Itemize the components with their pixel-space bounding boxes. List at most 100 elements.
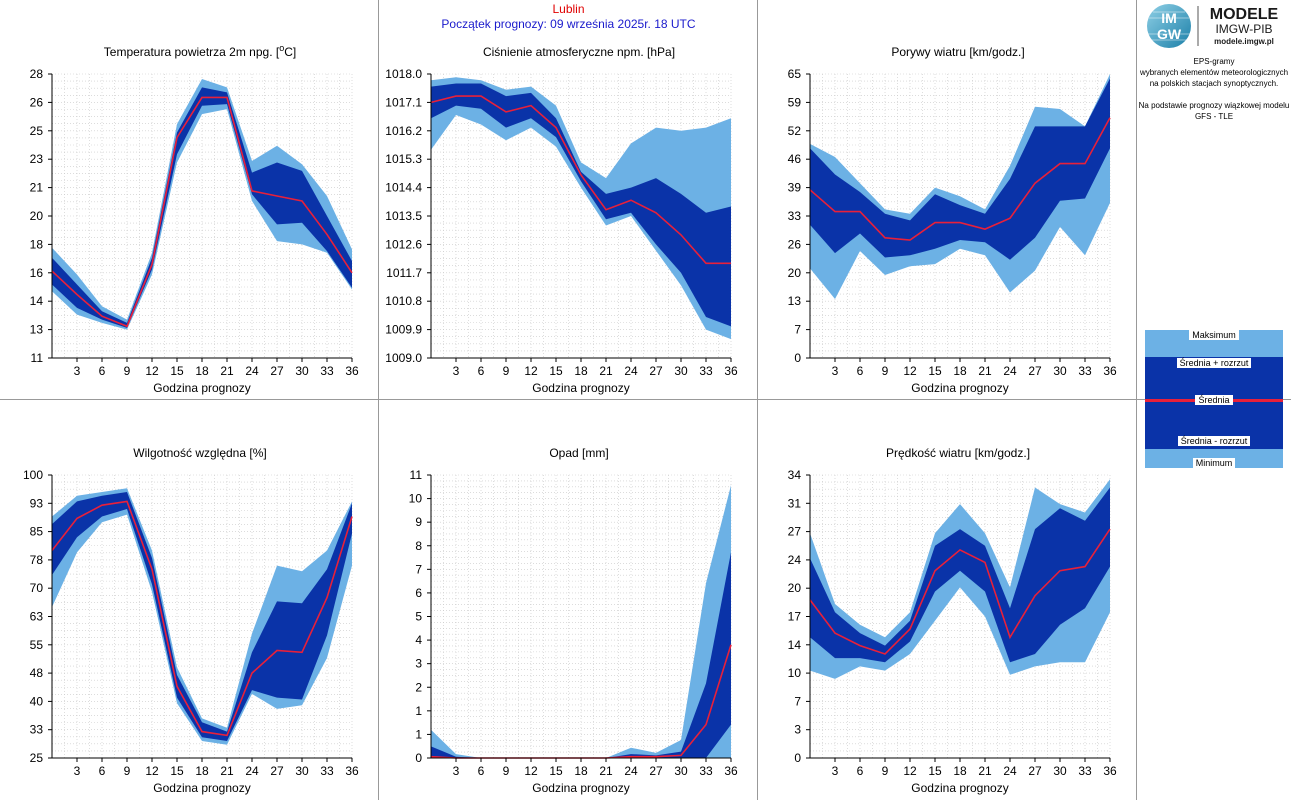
pressure-x-axis-label: Godzina prognozy bbox=[532, 381, 629, 395]
description-line-2: wybranych elementów meteorologicznych bbox=[1139, 68, 1289, 77]
temperature-x-tick-label: 15 bbox=[170, 364, 184, 378]
wind-gusts-y-tick-label: 7 bbox=[794, 323, 801, 337]
wind-speed-y-tick-label: 20 bbox=[788, 581, 802, 595]
wind-gusts-chart-title: Porywy wiatru [km/godz.] bbox=[891, 45, 1024, 59]
wind-speed-y-tick-label: 27 bbox=[788, 525, 802, 539]
precipitation-x-tick-label: 30 bbox=[674, 764, 688, 778]
precipitation-y-tick-label: 2 bbox=[415, 680, 422, 694]
wind-gusts-y-tick-label: 33 bbox=[788, 209, 802, 223]
humidity-x-tick-label: 21 bbox=[220, 764, 234, 778]
wind-speed-x-tick-label: 24 bbox=[1003, 764, 1017, 778]
wind-gusts-x-tick-label: 9 bbox=[882, 364, 889, 378]
pressure-y-tick-label: 1014.4 bbox=[385, 181, 422, 195]
description-line-3: na polskich stacjach synoptycznych. bbox=[1149, 79, 1279, 88]
wind-gusts-y-tick-label: 0 bbox=[794, 351, 801, 365]
pressure-y-tick-label: 1010.8 bbox=[385, 294, 422, 308]
wind-gusts-x-tick-label: 33 bbox=[1078, 364, 1092, 378]
temperature-x-tick-label: 36 bbox=[345, 364, 359, 378]
pressure-x-tick-label: 30 bbox=[674, 364, 688, 378]
wind-speed-chart-title: Prędkość wiatru [km/godz.] bbox=[886, 446, 1030, 460]
temperature-y-tick-label: 11 bbox=[31, 351, 44, 365]
wind-speed-x-axis-label: Godzina prognozy bbox=[911, 781, 1008, 795]
pressure-x-tick-label: 15 bbox=[549, 364, 563, 378]
precipitation-y-tick-label: 6 bbox=[415, 586, 422, 600]
wind-speed-y-tick-label: 24 bbox=[788, 553, 802, 567]
wind-gusts-x-axis-label: Godzina prognozy bbox=[911, 381, 1008, 395]
temperature-y-tick-label: 25 bbox=[30, 124, 44, 138]
precipitation-y-tick-label: 11 bbox=[410, 468, 423, 482]
pressure-x-tick-label: 9 bbox=[503, 364, 510, 378]
legend-label-mean-minus: Średnia - rozrzut bbox=[1177, 436, 1251, 446]
wind-gusts-spread-band bbox=[810, 78, 1110, 260]
wind-speed-y-tick-label: 14 bbox=[788, 638, 802, 652]
humidity-x-tick-label: 27 bbox=[270, 764, 284, 778]
temperature-y-tick-label: 14 bbox=[30, 294, 44, 308]
temperature-y-tick-label: 18 bbox=[30, 237, 44, 251]
divider-horizontal bbox=[0, 399, 1291, 400]
humidity-x-tick-label: 36 bbox=[345, 764, 359, 778]
temperature-y-tick-label: 16 bbox=[30, 266, 44, 280]
temperature-x-tick-label: 12 bbox=[145, 364, 159, 378]
forecast-start: Początek prognozy: 09 września 2025r. 18… bbox=[441, 17, 696, 31]
precipitation-y-tick-label: 10 bbox=[409, 492, 423, 506]
wind-speed-x-tick-label: 9 bbox=[882, 764, 889, 778]
precipitation-x-axis-label: Godzina prognozy bbox=[532, 781, 629, 795]
pressure-spread-band bbox=[431, 83, 731, 327]
humidity-x-tick-label: 6 bbox=[99, 764, 106, 778]
divider-vertical-2 bbox=[757, 0, 758, 800]
wind-speed-x-tick-label: 3 bbox=[832, 764, 839, 778]
precipitation-x-tick-label: 24 bbox=[624, 764, 638, 778]
pressure-y-tick-label: 1009.0 bbox=[385, 351, 422, 365]
pressure-x-tick-label: 24 bbox=[624, 364, 638, 378]
wind-gusts-x-tick-label: 21 bbox=[978, 364, 992, 378]
humidity-x-tick-label: 12 bbox=[145, 764, 159, 778]
wind-speed-x-tick-label: 6 bbox=[857, 764, 864, 778]
station-name: Lublin bbox=[552, 2, 585, 16]
legend-label-mean: Średnia bbox=[1195, 395, 1233, 405]
pressure-y-tick-label: 1013.5 bbox=[385, 209, 422, 223]
wind-speed-y-tick-label: 10 bbox=[788, 666, 802, 680]
precipitation-x-tick-label: 18 bbox=[574, 764, 588, 778]
temperature-y-tick-label: 28 bbox=[30, 67, 44, 81]
temperature-y-tick-label: 26 bbox=[30, 95, 44, 109]
wind-gusts-x-tick-label: 36 bbox=[1103, 364, 1117, 378]
precipitation-x-tick-label: 33 bbox=[699, 764, 713, 778]
temperature-x-tick-label: 30 bbox=[295, 364, 309, 378]
wind-speed-y-tick-label: 7 bbox=[794, 694, 801, 708]
pressure-y-tick-label: 1012.6 bbox=[385, 237, 422, 251]
pressure-chart-title: Ciśnienie atmosferyczne npm. [hPa] bbox=[483, 45, 675, 59]
precipitation-y-tick-label: 8 bbox=[415, 539, 422, 553]
humidity-x-tick-label: 30 bbox=[295, 764, 309, 778]
temperature-x-tick-label: 6 bbox=[99, 364, 106, 378]
wind-gusts-y-tick-label: 26 bbox=[788, 237, 802, 251]
wind-gusts-y-tick-label: 65 bbox=[788, 67, 802, 81]
humidity-grid bbox=[51, 474, 353, 759]
pressure-y-tick-label: 1016.2 bbox=[385, 124, 422, 138]
wind-speed-x-tick-label: 12 bbox=[903, 764, 917, 778]
precipitation-x-tick-label: 9 bbox=[503, 764, 510, 778]
pressure-x-tick-label: 3 bbox=[453, 364, 460, 378]
humidity-chart-title: Wilgotność względna [%] bbox=[133, 446, 266, 460]
wind-gusts-y-tick-label: 59 bbox=[788, 95, 802, 109]
temperature-x-tick-label: 24 bbox=[245, 364, 259, 378]
wind-speed-y-tick-label: 17 bbox=[788, 610, 802, 624]
pressure-mean-line bbox=[430, 95, 731, 265]
pressure-y-tick-label: 1018.0 bbox=[385, 67, 422, 81]
pressure-x-tick-label: 18 bbox=[574, 364, 588, 378]
temperature-y-tick-label: 23 bbox=[30, 152, 44, 166]
pressure-minmax-band bbox=[431, 77, 731, 340]
wind-speed-y-tick-label: 34 bbox=[788, 468, 802, 482]
brand-title: MODELE bbox=[1210, 6, 1279, 23]
pressure-x-tick-label: 36 bbox=[724, 364, 738, 378]
temperature-x-axis-label: Godzina prognozy bbox=[153, 381, 250, 395]
wind-speed-x-tick-label: 30 bbox=[1053, 764, 1067, 778]
legend-label-max: Maksimum bbox=[1189, 330, 1239, 340]
pressure-x-tick-label: 33 bbox=[699, 364, 713, 378]
wind-speed-x-tick-label: 36 bbox=[1103, 764, 1117, 778]
pressure-x-tick-label: 12 bbox=[524, 364, 538, 378]
legend-label-min: Minimum bbox=[1192, 458, 1236, 468]
humidity-y-tick-label: 55 bbox=[30, 638, 44, 652]
precipitation-x-tick-label: 15 bbox=[549, 764, 563, 778]
